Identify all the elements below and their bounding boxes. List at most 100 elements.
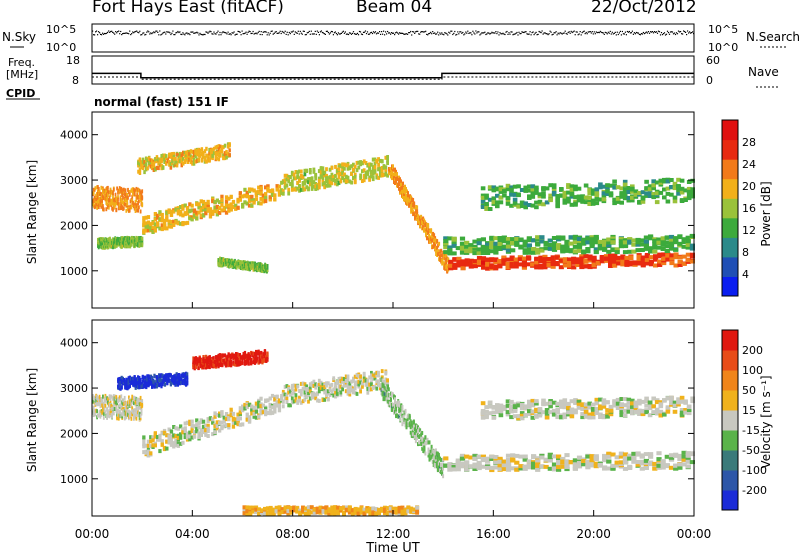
nsky-point bbox=[256, 33, 258, 35]
range-cell bbox=[128, 208, 131, 213]
range-cell bbox=[104, 403, 107, 408]
range-cell bbox=[226, 144, 230, 149]
range-cell bbox=[157, 157, 160, 162]
range-cell bbox=[602, 240, 608, 245]
range-cell bbox=[174, 434, 178, 438]
range-cell bbox=[464, 244, 470, 249]
range-cell bbox=[205, 146, 208, 151]
range-cell bbox=[141, 379, 144, 384]
range-cell bbox=[104, 410, 107, 415]
nsky-point bbox=[343, 32, 345, 34]
range-cell bbox=[509, 192, 514, 197]
range-cell bbox=[476, 261, 482, 265]
range-cell bbox=[97, 237, 99, 242]
range-cell bbox=[231, 424, 236, 429]
range-cell bbox=[151, 381, 154, 386]
range-cell bbox=[420, 214, 423, 219]
range-cell bbox=[262, 357, 265, 362]
range-cell bbox=[167, 219, 171, 224]
range-cell bbox=[509, 203, 514, 208]
range-cell bbox=[689, 243, 695, 248]
range-cell bbox=[135, 198, 138, 202]
range-cell bbox=[627, 239, 633, 244]
nsky-point bbox=[121, 34, 123, 36]
nsky-point bbox=[302, 30, 304, 32]
range-cell bbox=[530, 187, 536, 192]
range-cell bbox=[114, 202, 117, 207]
range-cell bbox=[183, 160, 187, 164]
range-cell bbox=[303, 168, 307, 173]
nsky-point bbox=[455, 34, 457, 36]
nsky-point bbox=[394, 34, 396, 36]
range-cell bbox=[151, 435, 155, 440]
range-cell bbox=[373, 165, 377, 170]
range-cell bbox=[491, 185, 497, 190]
range-cell bbox=[612, 260, 618, 265]
range-cell bbox=[132, 376, 135, 381]
range-cell bbox=[456, 256, 462, 261]
range-cell bbox=[460, 266, 466, 271]
range-cell bbox=[227, 352, 230, 357]
range-cell bbox=[350, 180, 353, 185]
range-cell bbox=[534, 190, 539, 195]
range-cell bbox=[95, 398, 98, 403]
nsky-point bbox=[393, 32, 395, 34]
range-cell bbox=[273, 193, 277, 198]
range-cell bbox=[285, 183, 289, 188]
range-cell bbox=[186, 380, 189, 385]
range-cell bbox=[386, 161, 389, 165]
range-cell bbox=[484, 207, 489, 211]
range-cell bbox=[139, 416, 142, 421]
range-cell bbox=[480, 244, 486, 249]
range-cell bbox=[134, 378, 137, 383]
range-cell bbox=[208, 365, 211, 370]
range-cell bbox=[130, 416, 133, 421]
nsky-point bbox=[580, 34, 582, 36]
range-cell bbox=[375, 175, 379, 180]
nsky-point bbox=[209, 30, 211, 32]
range-cell bbox=[569, 184, 575, 189]
range-cell bbox=[138, 171, 142, 175]
range-cell bbox=[124, 407, 127, 412]
nsky-point bbox=[457, 31, 459, 33]
range-cell bbox=[179, 432, 183, 437]
range-cell bbox=[371, 175, 375, 180]
range-cell bbox=[658, 190, 664, 195]
nsky-point bbox=[404, 33, 406, 35]
range-cell bbox=[298, 188, 301, 193]
range-cell bbox=[211, 156, 214, 161]
nsky-point bbox=[199, 32, 201, 34]
nsky-point bbox=[251, 32, 253, 34]
range-cell bbox=[459, 250, 466, 255]
range-cell bbox=[127, 385, 130, 390]
range-cell bbox=[102, 196, 105, 201]
nsky-point bbox=[603, 33, 605, 35]
range-cell bbox=[192, 209, 197, 214]
range-cell bbox=[181, 222, 185, 227]
range-cell bbox=[231, 199, 236, 204]
range-cell bbox=[624, 262, 630, 267]
range-cell bbox=[305, 178, 309, 183]
range-cell bbox=[94, 412, 97, 417]
nsky-point bbox=[317, 31, 319, 33]
nsky-point bbox=[211, 33, 213, 35]
nsky-point bbox=[481, 32, 483, 34]
nsky-point bbox=[587, 31, 589, 33]
range-cell bbox=[261, 193, 265, 198]
range-cell bbox=[668, 234, 675, 239]
range-cell bbox=[185, 435, 190, 440]
range-cell bbox=[583, 259, 589, 264]
nsky-point bbox=[629, 32, 631, 34]
range-cell bbox=[127, 376, 130, 381]
range-cell bbox=[201, 213, 206, 218]
range-cell bbox=[206, 364, 209, 369]
range-cell bbox=[109, 192, 112, 197]
range-cell bbox=[129, 414, 132, 419]
range-cell bbox=[206, 361, 209, 366]
range-cell bbox=[245, 405, 249, 410]
range-cell bbox=[176, 426, 180, 431]
range-cell bbox=[501, 239, 507, 244]
nsky-point bbox=[116, 32, 118, 34]
range-cell bbox=[352, 162, 355, 167]
range-cell bbox=[247, 352, 250, 357]
